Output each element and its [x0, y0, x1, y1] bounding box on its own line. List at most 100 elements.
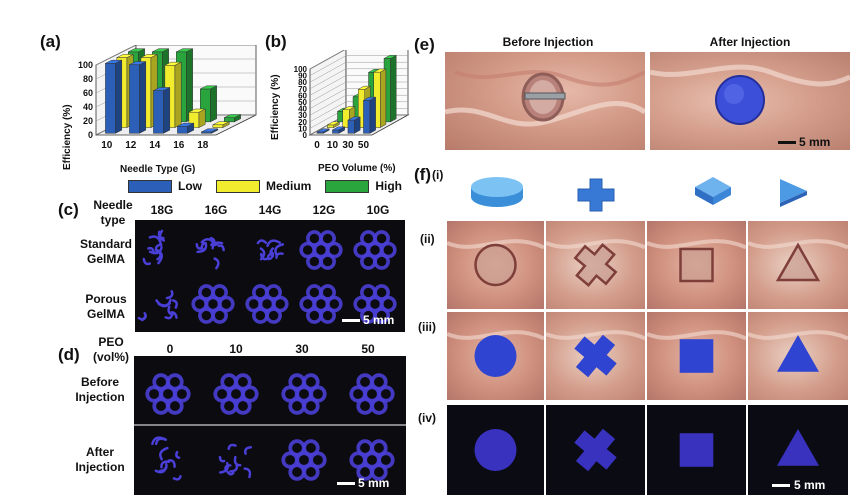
panel-f-cell-square-r2	[647, 221, 746, 309]
xtick-label: 0	[314, 140, 320, 151]
legend-medium-label: Medium	[266, 179, 312, 193]
legend-low-swatch	[128, 179, 172, 193]
chart-b-xlabel: PEO Volume (%)	[318, 163, 396, 174]
square-gel-shape	[679, 433, 714, 467]
shape-3d-triangle	[780, 179, 807, 207]
legend-medium-swatch	[216, 179, 260, 193]
panel-c-col-12G: 12G	[312, 203, 336, 217]
xtick-label: 14	[149, 140, 161, 151]
bar	[212, 121, 230, 128]
xtick-label: 10	[327, 140, 339, 151]
panel-f-cell-drawing	[647, 239, 746, 283]
panel-c-scalebar	[342, 319, 360, 322]
bar	[201, 128, 219, 134]
cross-gel-shape	[573, 243, 618, 287]
circle-gel-shape	[474, 243, 517, 287]
triangle-gel-shape	[775, 242, 821, 282]
xtick-label: 12	[125, 140, 137, 151]
hexagonal-gel	[281, 439, 327, 481]
panel-f-cell-drawing	[748, 239, 848, 282]
cross-gel-shape	[574, 428, 617, 472]
panel-c-scale-text: 5 mm	[363, 313, 395, 327]
panel-e-title-before: Before Injection	[502, 35, 594, 49]
bar	[129, 61, 147, 134]
legend-high-swatch	[325, 179, 370, 193]
bar	[177, 122, 195, 134]
broken-gel-fragments	[256, 239, 285, 261]
ytick-label: 40	[83, 102, 93, 112]
panel-d-col-10: 10	[229, 342, 243, 356]
chart-a-xlabel: Needle Type (G)	[120, 164, 196, 175]
hexagonal-gel	[353, 284, 397, 324]
xtick-label: 30	[342, 140, 354, 151]
panel-f-cell-cross-r2	[546, 221, 645, 309]
panel-a-label: (a)	[40, 32, 61, 51]
panel-f-cell-drawing	[474, 429, 517, 471]
panel-d-col-30: 30	[295, 342, 309, 356]
panel-e-after-drawing	[650, 64, 850, 125]
panel-f-cell-drawing	[447, 239, 544, 287]
ytick-label: 30	[298, 111, 307, 120]
bar	[188, 108, 206, 128]
bar	[383, 54, 398, 123]
panel-f-cell-cross-r4	[546, 405, 645, 495]
panel-d-row-after: After Injection	[75, 445, 125, 474]
ytick-label: 20	[83, 116, 93, 126]
xtick-label: 10	[101, 140, 113, 151]
legend-medium: Medium	[216, 179, 311, 193]
legend-low: Low	[128, 179, 202, 193]
hexagonal-gel	[349, 373, 395, 415]
shape-3d-circle	[471, 177, 523, 207]
panel-f-cell-square-r3	[647, 312, 746, 400]
ytick-label: 70	[298, 85, 307, 94]
panel-e-scale-text: 5 mm	[799, 135, 831, 149]
hexagonal-gel	[281, 373, 327, 415]
ytick-label: 80	[83, 74, 93, 84]
panel-e-before-image	[445, 52, 645, 150]
hexagonal-gel	[191, 284, 235, 324]
bar	[153, 87, 171, 134]
panel-f-row-iii: (iii)	[418, 320, 436, 334]
panel-d-label: (d)	[58, 345, 80, 364]
broken-gel-fragments	[137, 290, 178, 322]
hexagonal-gel	[299, 284, 343, 324]
chart-b-ylabel: Efficiency (%)	[270, 74, 281, 140]
broken-gel-fragments	[142, 229, 166, 266]
panel-f-cell-drawing	[647, 330, 746, 373]
ytick-label: 90	[298, 72, 307, 81]
bar	[105, 59, 123, 134]
panel-f-label: (f)	[414, 165, 431, 184]
panel-d-col-50: 50	[361, 342, 375, 356]
panel-c-corner: Needle type	[93, 198, 133, 227]
panel-d-scalebar	[337, 482, 355, 485]
panel-f-cell-drawing	[748, 330, 848, 372]
panel-f-cell-triangle-r3	[748, 312, 848, 400]
panel-f-row-i: (i)	[432, 168, 444, 182]
panel-f-cell-square-r4	[647, 405, 746, 495]
bar	[200, 85, 217, 123]
ytick-label: 10	[298, 124, 307, 133]
panel-c-row-porous: Porous GelMA	[85, 292, 127, 321]
panel-d-corner: PEO (vol%)	[93, 335, 129, 364]
xtick-label: 50	[358, 140, 370, 151]
square-gel-shape	[679, 247, 714, 283]
panel-c-col-16G: 16G	[204, 203, 228, 217]
panel-e-scalebar	[778, 141, 796, 144]
panel-f-row-iv: (iv)	[418, 411, 436, 425]
ytick-label: 50	[298, 98, 307, 107]
panel-d-col-0: 0	[166, 342, 174, 356]
panel-d-scale-text: 5 mm	[358, 476, 390, 490]
panel-f-cell-triangle-r2	[748, 221, 848, 309]
panel-c-label: (c)	[58, 200, 79, 219]
panel-f-scalebar	[772, 484, 790, 487]
ytick-label: 60	[298, 91, 307, 100]
panel-e-title-after: After Injection	[709, 35, 791, 49]
bar	[326, 121, 341, 128]
broken-gel-fragments	[195, 236, 225, 270]
xtick-label: 16	[173, 140, 185, 151]
hexagonal-gel	[245, 284, 289, 324]
legend-high-label: High	[375, 179, 403, 193]
hexagonal-gel	[353, 230, 397, 270]
bar	[346, 116, 362, 134]
